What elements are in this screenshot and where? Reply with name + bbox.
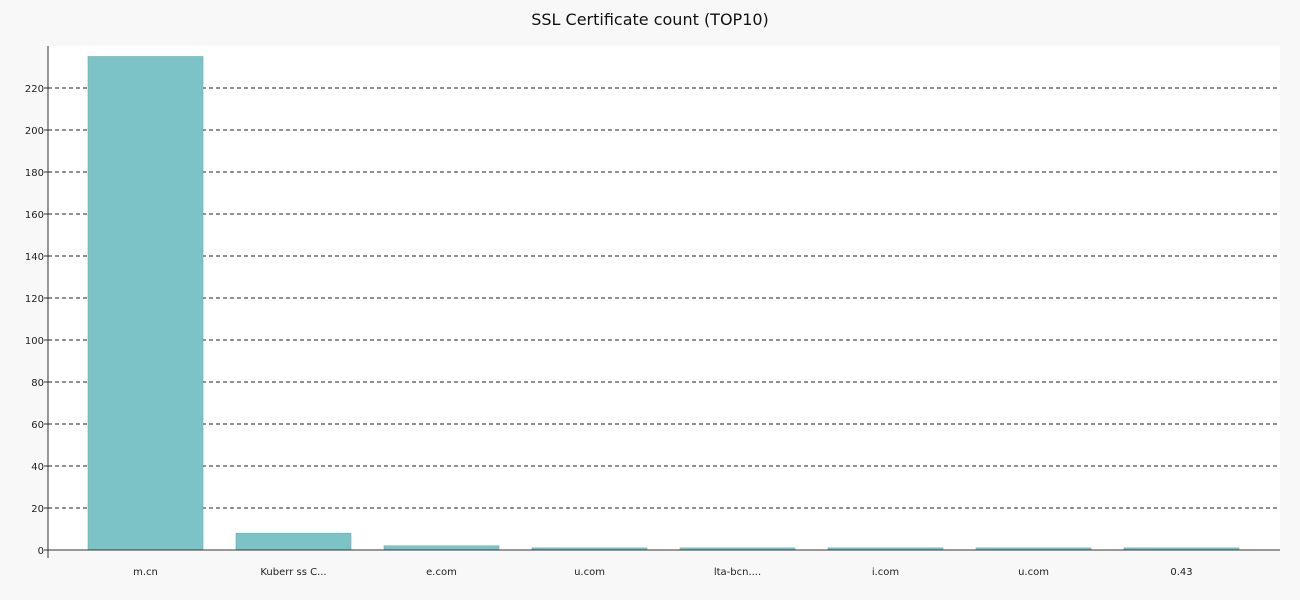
x-tick-label: u.com [1018, 567, 1049, 578]
x-tick-labels: m.cn Kuberr ss C... e.com u.com lta-bcn.... i… [133, 567, 1193, 578]
x-tick-label: m.cn [133, 567, 158, 578]
y-tick-labels: 0 20 40 60 80 100 120 140 160 180 200 220 [25, 84, 48, 557]
x-tick-label: i.com [872, 567, 899, 578]
y-tick-label: 140 [25, 252, 44, 263]
bar[interactable] [235, 532, 352, 551]
x-tick-label: Kuberr ss C... [260, 567, 326, 578]
x-tick-label: lta-bcn.... [714, 567, 761, 578]
bar[interactable] [383, 545, 500, 551]
y-tick-label: 100 [25, 336, 44, 347]
y-tick-label: 40 [31, 462, 44, 473]
y-tick-label: 220 [25, 84, 44, 95]
x-tick-label: e.com [426, 567, 457, 578]
y-tick-label: 20 [31, 504, 44, 515]
chart-title: SSL Certificate count (TOP10) [531, 10, 769, 29]
x-tick-label: u.com [574, 567, 605, 578]
bars [87, 56, 1240, 551]
y-tick-label: 80 [31, 378, 44, 389]
y-tick-label: 200 [25, 126, 44, 137]
grid-lines [48, 87, 1280, 509]
y-tick-label: 120 [25, 294, 44, 305]
bar[interactable] [87, 56, 204, 551]
y-tick-label: 0 [38, 546, 44, 557]
y-tick-label: 180 [25, 168, 44, 179]
x-tick-label: 0.43 [1170, 567, 1192, 578]
y-tick-label: 160 [25, 210, 44, 221]
y-tick-label: 60 [31, 420, 44, 431]
